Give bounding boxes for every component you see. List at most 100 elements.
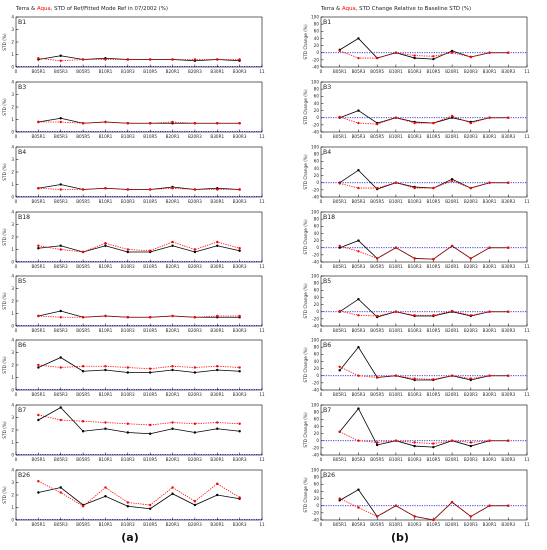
x-tick-label: 11	[259, 69, 265, 74]
data-point-aqua	[81, 58, 85, 61]
data-point-aqua	[375, 314, 379, 318]
y-tick-label: 100	[311, 79, 319, 84]
data-point-aqua	[375, 515, 379, 518]
data-point-aqua	[450, 179, 454, 183]
y-axis-label: STD Change (%)	[303, 154, 309, 190]
y-tick-label: 40	[314, 36, 320, 41]
y-tick-label: 4	[11, 14, 14, 19]
y-tick-label: 0	[11, 64, 14, 69]
caption-a: (a)	[121, 531, 138, 544]
data-point-aqua	[507, 51, 510, 54]
panel-frame	[15, 275, 263, 327]
data-point-aqua	[81, 505, 85, 508]
x-tick-label: 0	[320, 69, 323, 74]
data-point-aqua	[338, 430, 341, 433]
data-point-aqua	[238, 247, 241, 250]
data-point-terra	[193, 371, 197, 374]
x-tick-label: 0	[15, 69, 18, 74]
data-point-aqua	[171, 120, 174, 124]
data-point-aqua	[126, 366, 130, 369]
x-tick-label: 0	[320, 392, 323, 397]
x-tick-label: B30R1	[483, 69, 497, 74]
y-axis-label: STD (%)	[2, 486, 8, 504]
data-point-aqua	[375, 122, 379, 126]
data-point-aqua	[59, 188, 62, 191]
x-tick-label: B10R3	[408, 199, 422, 204]
y-tick-label: 1	[11, 247, 14, 252]
data-point-terra	[375, 443, 379, 447]
data-point-aqua	[357, 374, 360, 377]
x-tick-label: B05R1	[333, 392, 347, 397]
x-tick-label: 11	[259, 264, 265, 269]
x-tick-label: B30R1	[483, 134, 497, 139]
series-line-aqua	[339, 366, 509, 380]
data-point-aqua	[338, 49, 341, 53]
x-tick-label: B10R1	[389, 134, 403, 139]
x-tick-label: B30R3	[501, 69, 515, 74]
panel-b6: 0 1 2 3 4 STD (%) 0 B05R1 B05R3 B05R5 B10R1 B10R3 B1…	[2, 337, 265, 397]
x-tick-label: B30R1	[483, 264, 497, 269]
y-tick-label: -20	[312, 445, 319, 450]
x-tick-label: B10R3	[408, 457, 422, 462]
x-tick-label: B05R3	[352, 328, 366, 333]
panel-frame	[15, 211, 263, 263]
x-tick-label: B20R3	[464, 199, 478, 204]
data-point-terra	[216, 427, 219, 430]
y-tick-label: 100	[311, 209, 319, 214]
x-tick-label: B05R5	[76, 457, 90, 462]
y-axis-label: STD (%)	[2, 163, 8, 181]
chart-title-part: , STD of Ref/Fitted Mode Ref in 07/2002 …	[51, 6, 168, 12]
x-tick-label: 11	[259, 457, 265, 462]
data-point-aqua	[104, 58, 107, 61]
data-point-aqua	[450, 439, 454, 442]
data-point-terra	[171, 244, 174, 247]
series-line-aqua	[38, 414, 240, 426]
panel-b18: 0 1 2 3 4 STD (%) 0 B05R1 B05R3 B05R5 B10R1 B10R3 B1…	[2, 209, 265, 269]
y-tick-label: 20	[314, 496, 320, 501]
y-tick-label: 0	[11, 452, 14, 457]
data-point-terra	[193, 431, 197, 434]
data-point-aqua	[394, 51, 398, 54]
y-tick-label: 3	[11, 92, 14, 97]
chart-title: Terra & Aqua, STD of Ref/Fitted Mode Ref…	[15, 6, 168, 12]
data-point-aqua	[450, 114, 454, 118]
data-point-terra	[338, 369, 341, 372]
x-tick-label: B05R1	[31, 134, 45, 139]
data-point-terra	[193, 503, 197, 507]
data-point-aqua	[375, 186, 379, 190]
data-point-terra	[357, 488, 360, 491]
x-tick-label: B05R5	[76, 69, 90, 74]
data-point-aqua	[81, 420, 85, 423]
x-tick-label: B20R1	[445, 264, 459, 269]
x-tick-label: 11	[524, 264, 530, 269]
y-tick-label: 80	[314, 152, 320, 157]
data-point-aqua	[148, 122, 152, 125]
x-tick-label: 0	[320, 522, 323, 527]
panel-b1: 0 1 2 3 4 STD (%) 0 B05R1 B05R3 B05R5 B10R1 B10R3 B1…	[2, 14, 265, 74]
x-tick-label: B05R1	[333, 264, 347, 269]
y-axis-label: STD Change (%)	[303, 89, 309, 125]
x-tick-label: B20R3	[188, 199, 202, 204]
x-tick-label: B05R3	[352, 199, 366, 204]
x-tick-label: B20R1	[445, 199, 459, 204]
x-tick-label: B30R1	[483, 199, 497, 204]
data-point-aqua	[59, 491, 62, 494]
x-tick-label: B10R3	[408, 264, 422, 269]
chart-title-part: , STD Change Relative to Baseline STD (%…	[356, 6, 471, 12]
y-tick-label: 0	[316, 309, 319, 314]
x-tick-label: B20R3	[188, 69, 202, 74]
data-point-aqua	[104, 314, 107, 318]
y-axis-label: STD Change (%)	[303, 283, 309, 319]
data-point-aqua	[413, 441, 416, 444]
x-tick-label: B30R3	[501, 392, 515, 397]
data-point-aqua	[357, 439, 360, 442]
data-point-terra	[413, 56, 416, 60]
y-tick-label: 4	[11, 209, 14, 214]
x-tick-label: B10R5	[143, 199, 157, 204]
x-tick-label: B10R1	[99, 457, 113, 462]
x-tick-label: B10R1	[389, 69, 403, 74]
y-tick-label: 1	[11, 311, 14, 316]
